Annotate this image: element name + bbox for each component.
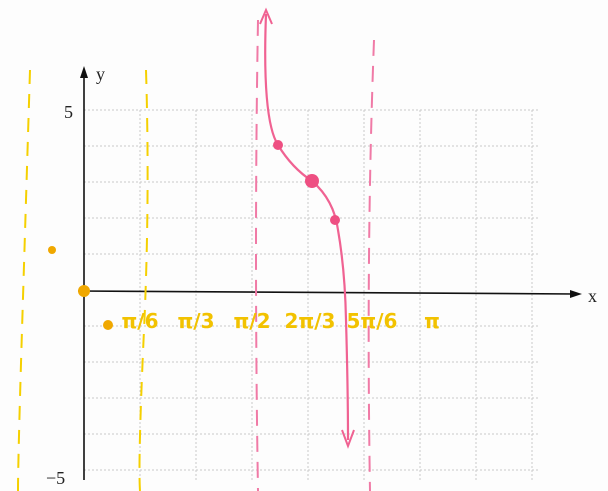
grid — [84, 109, 540, 480]
yellow-points — [48, 246, 113, 330]
handwritten-label: π — [424, 309, 440, 333]
curve-points — [273, 140, 340, 225]
yellow-asymptotes — [17, 69, 149, 491]
handwritten-label: π/6 — [121, 309, 158, 333]
y-tick-top: 5 — [64, 102, 73, 122]
curve-arrows — [259, 7, 355, 449]
y-tick-bottom: −5 — [46, 468, 65, 488]
curve — [264, 13, 350, 441]
handwritten-label: 2π/3 — [285, 309, 336, 333]
pink-asymptotes — [255, 19, 375, 491]
x-axis-label: x — [588, 286, 597, 306]
handwritten-label: 5π/6 — [347, 309, 398, 333]
handwritten-label: π/3 — [177, 309, 214, 333]
axes — [77, 66, 582, 480]
handwritten-labels: π/6 π/3 π/2 2π/3 5π/6 π — [121, 309, 439, 333]
handwritten-label: π/2 — [233, 309, 270, 333]
y-axis-label: y — [96, 64, 105, 84]
